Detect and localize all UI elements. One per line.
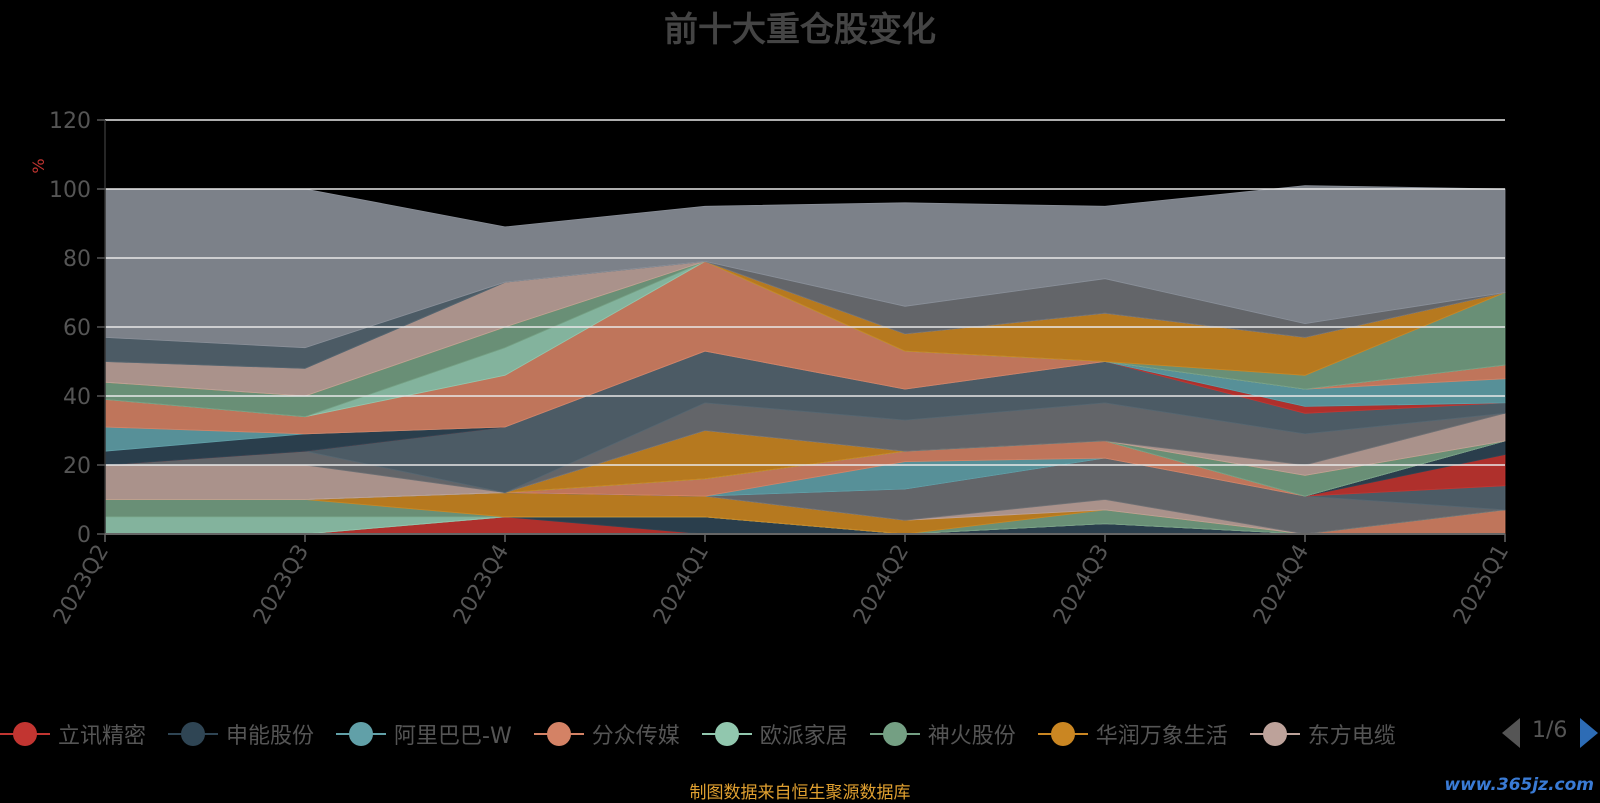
legend-marker-icon bbox=[0, 720, 50, 748]
legend-label: 华润万象生活 bbox=[1095, 724, 1228, 749]
y-tick-label: 80 bbox=[63, 247, 91, 272]
legend-label: 神火股份 bbox=[927, 724, 1016, 749]
y-tick-label: 20 bbox=[63, 454, 91, 479]
y-axis-label: % bbox=[29, 158, 48, 173]
legend-label: 阿里巴巴-W bbox=[394, 724, 512, 749]
legend-item[interactable]: 神火股份 bbox=[869, 718, 1016, 750]
watermark: www.365jz.com bbox=[1444, 775, 1594, 795]
legend-label: 东方电缆 bbox=[1307, 724, 1396, 749]
legend-item[interactable]: 阿里巴巴-W bbox=[336, 718, 512, 750]
legend-marker-icon bbox=[336, 720, 387, 748]
legend-item[interactable]: 东方电缆 bbox=[1249, 718, 1396, 750]
legend-item[interactable]: 华润万象生活 bbox=[1037, 718, 1228, 750]
legend-marker-icon bbox=[869, 720, 920, 748]
y-tick-label: 40 bbox=[63, 385, 91, 410]
x-tick-label: 2024Q2 bbox=[849, 541, 914, 629]
legend-label: 申能股份 bbox=[226, 724, 315, 749]
x-tick-label: 2024Q1 bbox=[649, 541, 714, 629]
legend-marker-icon bbox=[168, 720, 219, 748]
legend-prev-page-icon[interactable] bbox=[1502, 718, 1520, 748]
y-tick-label: 100 bbox=[49, 178, 91, 203]
legend-label: 分众传媒 bbox=[591, 724, 680, 749]
legend-marker-icon bbox=[701, 720, 752, 748]
legend-marker-icon bbox=[1037, 720, 1088, 748]
legend-item[interactable]: 立讯精密 bbox=[0, 718, 146, 750]
legend-label: 立讯精密 bbox=[58, 724, 147, 749]
legend-pager: 1/6 bbox=[1500, 716, 1600, 752]
x-tick-label: 2023Q4 bbox=[449, 541, 514, 629]
y-tick-label: 0 bbox=[77, 523, 91, 548]
legend-item[interactable]: 申能股份 bbox=[168, 718, 314, 750]
x-tick-label: 2024Q3 bbox=[1049, 541, 1114, 629]
source-note: 制图数据来自恒生聚源数据库 bbox=[689, 783, 911, 803]
y-tick-label: 120 bbox=[49, 109, 91, 134]
legend: 立讯精密 申能股份 阿里巴巴-W 分众传媒 欧派家居 神火股份 华润万象生活 东方电缆 bbox=[0, 714, 1418, 754]
x-tick-label: 2025Q1 bbox=[1449, 541, 1514, 629]
legend-item[interactable]: 分众传媒 bbox=[533, 718, 680, 750]
x-tick-label: 2023Q3 bbox=[249, 541, 314, 629]
x-tick-label: 2024Q4 bbox=[1249, 541, 1314, 629]
y-tick-label: 60 bbox=[63, 316, 91, 341]
legend-marker-icon bbox=[1249, 720, 1300, 748]
chart-title: 前十大重仓股变化 bbox=[664, 10, 936, 50]
legend-item[interactable]: 欧派家居 bbox=[701, 718, 848, 750]
series-area-30 bbox=[104, 185, 1506, 349]
legend-marker-icon bbox=[533, 720, 584, 748]
x-tick-label: 2023Q2 bbox=[49, 541, 114, 629]
legend-label: 欧派家居 bbox=[759, 724, 848, 749]
legend-next-page-icon[interactable] bbox=[1580, 718, 1598, 748]
legend-page-indicator: 1/6 bbox=[1532, 718, 1568, 743]
